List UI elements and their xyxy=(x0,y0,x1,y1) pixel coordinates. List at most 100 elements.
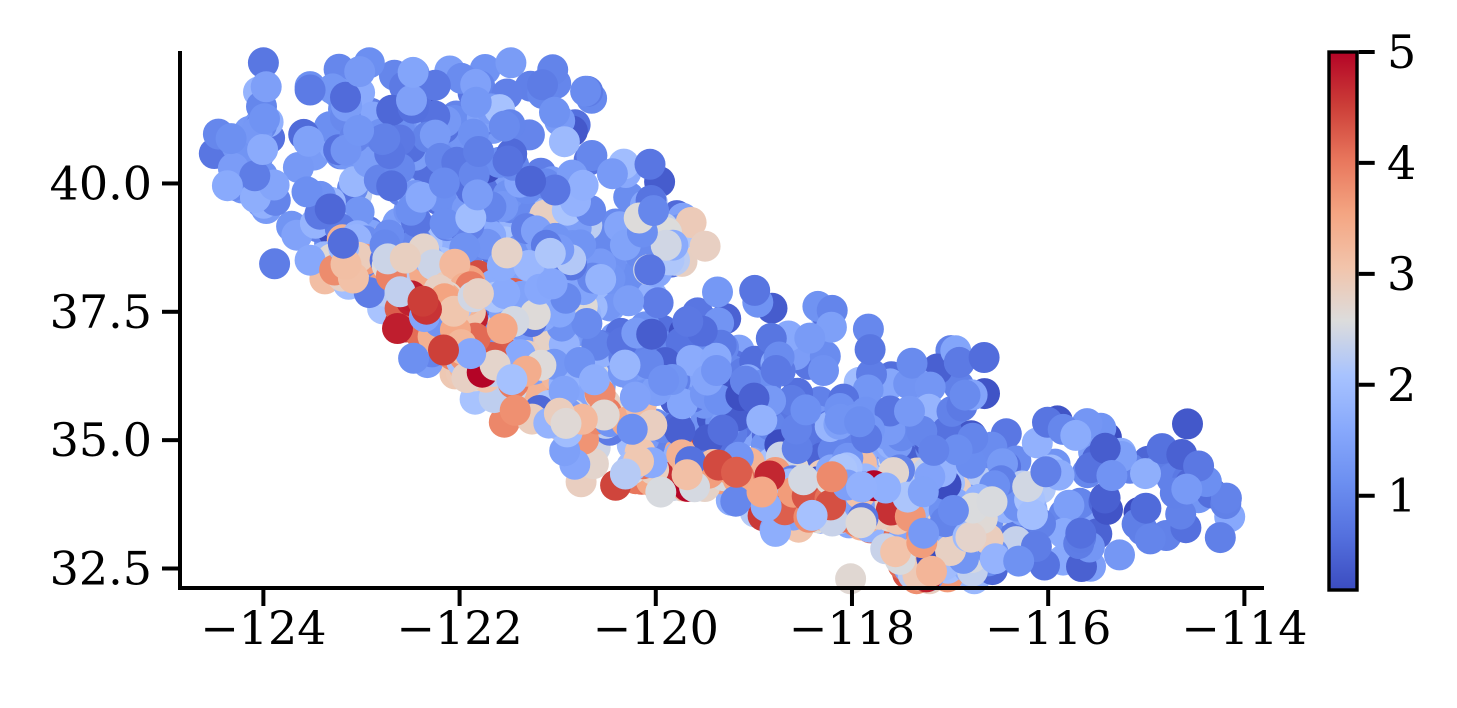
data-point xyxy=(636,318,668,350)
data-point xyxy=(675,207,707,238)
y-tick-label: 40.0 xyxy=(50,156,152,210)
data-point xyxy=(914,371,946,403)
data-point xyxy=(854,334,886,366)
data-point xyxy=(488,110,520,142)
data-point xyxy=(439,248,471,280)
x-tick-label: −118 xyxy=(789,601,915,655)
data-point xyxy=(949,379,981,411)
data-point xyxy=(428,334,459,366)
data-point xyxy=(550,407,582,439)
data-point xyxy=(396,84,427,116)
data-point xyxy=(1065,517,1097,549)
x-tick-label: −116 xyxy=(985,601,1111,655)
data-point xyxy=(619,381,651,413)
data-point xyxy=(943,346,975,378)
data-point xyxy=(460,86,492,118)
data-point xyxy=(486,313,518,345)
data-point xyxy=(845,507,877,539)
data-point xyxy=(578,364,610,396)
colorbar-gradient xyxy=(1327,50,1359,592)
data-point xyxy=(463,136,494,167)
data-point xyxy=(916,555,947,587)
data-point xyxy=(293,125,324,157)
data-point xyxy=(720,485,752,517)
data-point xyxy=(689,230,721,262)
data-point xyxy=(382,313,413,344)
data-point xyxy=(576,140,608,171)
data-point xyxy=(1030,456,1062,488)
data-point xyxy=(955,521,987,553)
data-point xyxy=(294,244,326,276)
data-point xyxy=(571,308,603,339)
data-point xyxy=(1130,492,1162,524)
data-point xyxy=(1204,522,1236,554)
data-point xyxy=(1130,458,1161,490)
data-point xyxy=(1060,419,1092,451)
data-point xyxy=(491,237,523,269)
data-point xyxy=(896,347,928,379)
data-point xyxy=(642,287,674,319)
data-point xyxy=(492,145,524,177)
data-point xyxy=(1089,432,1121,464)
data-point xyxy=(907,476,939,508)
data-point xyxy=(634,148,666,180)
data-point xyxy=(844,406,876,438)
data-point xyxy=(1003,545,1035,577)
x-tick-label: −124 xyxy=(200,601,326,655)
data-point xyxy=(539,96,570,128)
data-point xyxy=(376,170,408,202)
data-point xyxy=(808,355,839,386)
data-point xyxy=(648,364,680,396)
data-point xyxy=(979,543,1011,575)
data-point xyxy=(609,349,641,381)
data-point xyxy=(489,278,521,309)
data-point xyxy=(527,69,558,101)
data-point xyxy=(344,56,376,88)
data-point xyxy=(536,268,568,300)
data-point xyxy=(794,322,826,354)
y-tick-label: 37.5 xyxy=(50,285,152,339)
y-tick-label: 35.0 xyxy=(50,413,152,467)
data-point xyxy=(407,285,439,317)
colorbar-tick-label: 2 xyxy=(1387,358,1416,412)
data-point xyxy=(215,123,247,155)
data-point xyxy=(294,74,326,106)
data-point xyxy=(671,459,703,491)
scatter-points xyxy=(198,47,1246,595)
data-point xyxy=(211,170,243,202)
data-point xyxy=(894,395,925,427)
data-point xyxy=(613,285,645,317)
data-point xyxy=(1104,539,1135,571)
data-point xyxy=(746,476,778,508)
data-point xyxy=(721,456,752,488)
data-point xyxy=(567,169,599,201)
data-point xyxy=(291,176,323,208)
data-point xyxy=(796,499,828,531)
data-point xyxy=(534,237,566,269)
data-point xyxy=(314,193,346,225)
x-tick-label: −122 xyxy=(396,601,522,655)
data-point xyxy=(739,274,771,306)
data-point xyxy=(937,495,969,526)
data-point xyxy=(760,355,792,386)
colorbar-tick-label: 5 xyxy=(1387,25,1416,79)
colorbar-tick-label: 1 xyxy=(1387,469,1416,523)
data-point xyxy=(1053,489,1085,521)
data-point xyxy=(247,134,279,165)
data-point xyxy=(701,355,732,386)
data-point xyxy=(880,536,912,568)
data-point xyxy=(397,56,429,88)
data-point xyxy=(941,434,973,466)
data-point xyxy=(1172,408,1203,440)
data-point xyxy=(746,404,778,436)
data-point xyxy=(707,414,739,446)
data-point xyxy=(499,394,531,426)
data-point xyxy=(585,264,617,295)
data-point xyxy=(389,242,421,274)
data-point xyxy=(672,305,704,337)
data-point xyxy=(1171,473,1203,505)
data-point xyxy=(1096,460,1128,491)
data-point xyxy=(634,254,666,286)
